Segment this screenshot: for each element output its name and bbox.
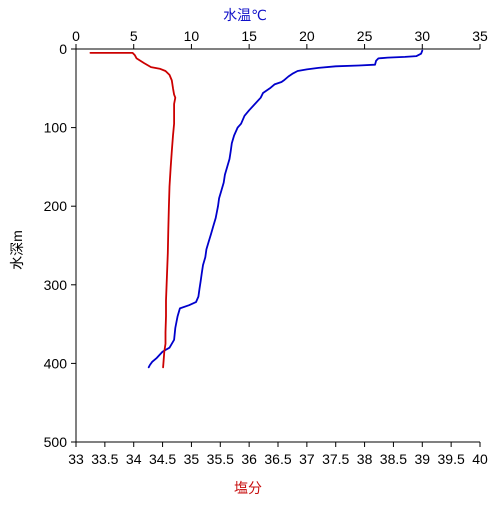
bottom-axis-tick-label: 39.5: [438, 451, 465, 467]
y-axis-tick-label: 100: [44, 120, 68, 136]
top-axis-tick-label: 20: [299, 28, 315, 44]
salinity-profile-line: [89, 52, 177, 369]
y-axis-tick-label: 200: [44, 198, 68, 214]
y-axis-tick-label: 300: [44, 277, 68, 293]
top-axis-title: 水温℃: [223, 7, 267, 23]
y-axis-tick-label: 500: [44, 434, 68, 450]
top-axis-tick-label: 35: [472, 28, 488, 44]
bottom-axis-title: 塩分: [234, 480, 262, 496]
bottom-axis-tick-label: 40: [472, 451, 488, 467]
bottom-axis-tick-label: 36: [241, 451, 257, 467]
bottom-axis-tick-label: 37.5: [322, 451, 349, 467]
bottom-axis-tick-label: 33: [68, 451, 84, 467]
bottom-axis-tick-label: 35.5: [207, 451, 234, 467]
temperature-profile-line: [147, 49, 424, 369]
bottom-axis-tick-label: 38: [357, 451, 373, 467]
bottom-axis-tick-label: 37: [299, 451, 315, 467]
top-axis-tick-label: 5: [130, 28, 138, 44]
top-axis-tick-label: 30: [414, 28, 430, 44]
bottom-axis-tick-label: 33.5: [91, 451, 118, 467]
bottom-axis-tick-label: 35: [184, 451, 200, 467]
top-axis-tick-label: 25: [357, 28, 373, 44]
y-axis-title: 水深m: [9, 230, 25, 270]
y-axis-tick-label: 400: [44, 355, 68, 371]
top-axis-tick-label: 10: [184, 28, 200, 44]
bottom-axis-tick-label: 34.5: [149, 451, 176, 467]
bottom-axis-tick-label: 34: [126, 451, 142, 467]
top-axis-tick-label: 15: [241, 28, 257, 44]
bottom-axis-tick-label: 36.5: [264, 451, 291, 467]
bottom-axis-tick-label: 39: [414, 451, 430, 467]
top-axis-tick-label: 0: [72, 28, 80, 44]
bottom-axis-tick-label: 38.5: [380, 451, 407, 467]
y-axis-tick-label: 0: [59, 41, 67, 57]
